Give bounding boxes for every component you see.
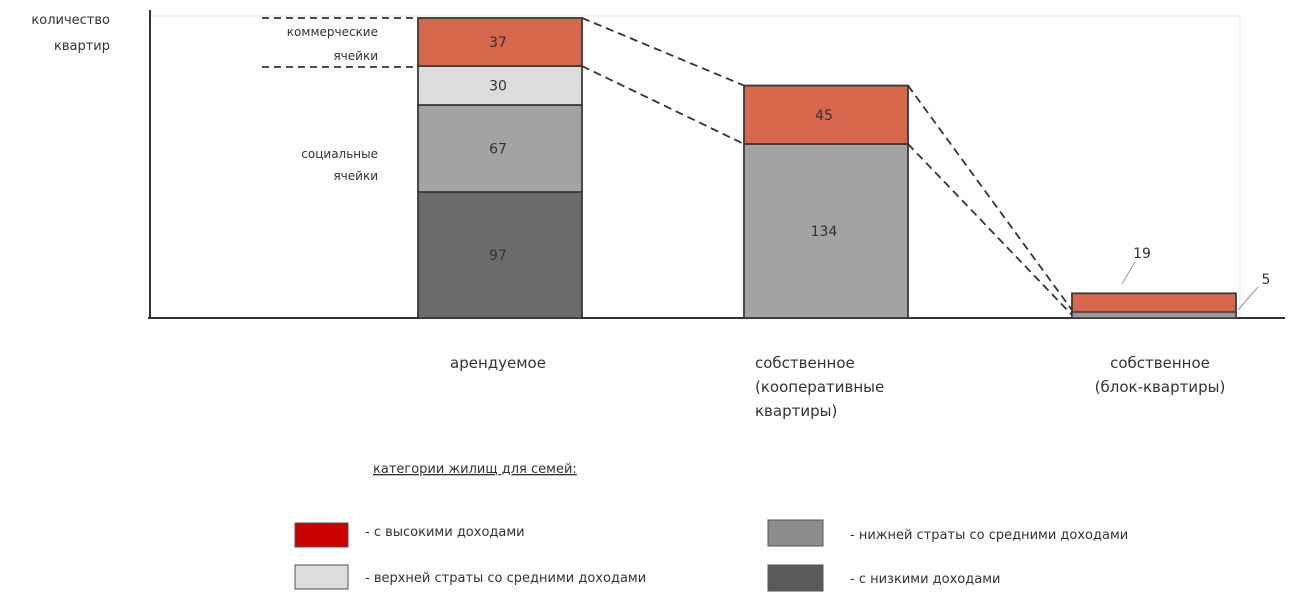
legend-swatch-low-income	[767, 564, 824, 592]
callout-line-19	[1121, 261, 1136, 285]
value-label-2-4: 45	[815, 108, 833, 124]
legend-title: категории жилищ для семей:	[373, 462, 577, 477]
bar-3-base-strip	[1071, 311, 1237, 319]
legend-label-low-income: - с низкими доходами	[850, 572, 1000, 587]
category-label-2-line-1: собственное	[755, 354, 855, 372]
connector-2-3-top	[907, 85, 1073, 311]
category-label-2-line-2: (кооперативные	[755, 378, 884, 396]
bar-1-series-4	[417, 17, 583, 67]
value-label-1-4: 37	[489, 35, 507, 51]
connector-1-2-split	[581, 65, 745, 145]
social-label-line-1: социальные	[301, 147, 378, 161]
connectors	[581, 17, 1073, 316]
commercial-label-line-1: коммерческие	[287, 25, 378, 39]
bars	[417, 17, 1237, 319]
plot-frame	[149, 15, 1241, 319]
legend-swatch-high-income	[294, 522, 349, 548]
legend-swatch-lower-middle	[767, 519, 824, 547]
bar-1-series-3	[417, 65, 583, 106]
bar-2-series-4	[743, 84, 909, 145]
connector-1-2-top	[581, 17, 745, 87]
callout-line-5	[1237, 286, 1259, 311]
value-label-3-base: 5	[1262, 272, 1271, 288]
bar-1-series-1	[417, 191, 583, 319]
category-label-3-line-2: (блок-квартиры)	[1095, 378, 1226, 396]
social-label-line-2: ячейки	[333, 169, 378, 183]
bar-2-series-2	[743, 143, 909, 319]
category-label-3-line-1: собственное	[1110, 354, 1210, 372]
value-label-2-2: 134	[811, 224, 838, 240]
legend-label-high-income: - с высокими доходами	[365, 525, 525, 540]
category-label-1-line-1: арендуемое	[450, 354, 546, 372]
y-axis-label-line-1: количество	[31, 13, 110, 28]
legend-swatch-upper-middle	[294, 564, 349, 590]
value-label-1-2: 67	[489, 142, 507, 158]
value-labels: 97 67 30 37 134 45 19 5	[489, 35, 1271, 311]
legend-label-upper-middle: - верхней страты со средними доходами	[365, 571, 646, 586]
value-label-1-3: 30	[489, 79, 507, 95]
category-label-2-line-3: квартиры)	[755, 402, 837, 420]
connector-2-3-split	[907, 143, 1073, 316]
category-labels: арендуемое собственное (кооперативные кварт…	[450, 354, 1225, 420]
legend-label-lower-middle: - нижней страты со средними доходами	[850, 528, 1128, 543]
value-label-1-1: 97	[489, 248, 507, 264]
commercial-label-line-2: ячейки	[333, 49, 378, 63]
value-label-3-4: 19	[1133, 246, 1151, 262]
y-axis-label-line-2: квартир	[54, 39, 110, 54]
